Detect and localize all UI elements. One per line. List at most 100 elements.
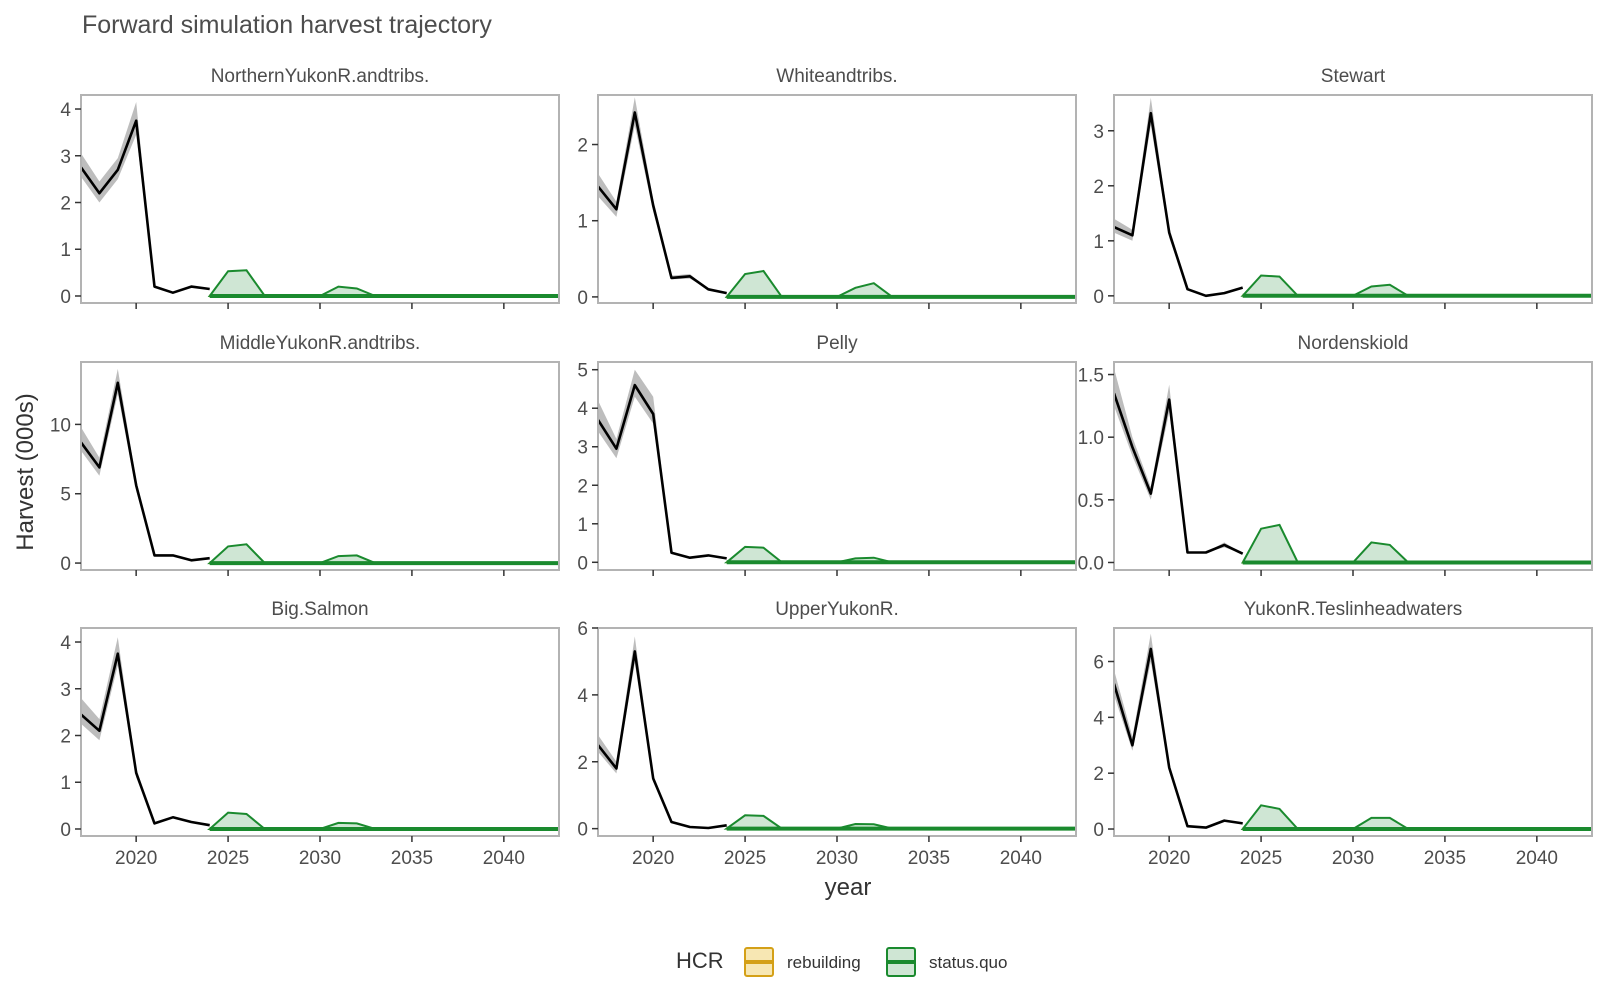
status-quo-ribbon xyxy=(1240,274,1592,297)
y-tick-label: 2 xyxy=(1093,764,1104,785)
panel-border xyxy=(1113,627,1593,837)
plot-area xyxy=(1114,633,1592,831)
y-tick-label: 1 xyxy=(60,773,71,794)
panel-border xyxy=(80,627,560,837)
y-tick-label: 0 xyxy=(60,554,71,575)
facet-title: Stewart xyxy=(1321,66,1386,87)
y-tick-label: 10 xyxy=(50,415,71,436)
facet-panels: NorthernYukonR.andtribs. 0 1 2 3 4 Whiteandtri… xyxy=(50,66,1593,869)
historic-ribbon xyxy=(598,369,727,559)
facet-pelly: Pelly 0 1 2 3 4 5 xyxy=(577,333,1077,576)
legend-title: HCR xyxy=(676,948,724,973)
plot-area xyxy=(598,636,1076,831)
y-tick-label: 2 xyxy=(60,194,71,215)
status-quo-ribbon xyxy=(1240,804,1592,830)
y-tick-label: 0.5 xyxy=(1078,491,1104,512)
plot-area xyxy=(81,637,559,831)
facet-stewart: Stewart 0 1 2 3 xyxy=(1093,66,1593,309)
y-axis-title: Harvest (000s) xyxy=(12,393,39,550)
y-tick-label: 2 xyxy=(577,136,588,157)
y-tick-label: 0 xyxy=(1093,820,1104,841)
historic-harvest-line xyxy=(598,383,727,560)
y-tick-label: 1 xyxy=(60,240,71,261)
legend-key-rebuilding xyxy=(744,947,774,977)
y-tick-label: 2 xyxy=(1093,177,1104,198)
x-tick-label: 2020 xyxy=(632,848,674,869)
y-tick-label: 2 xyxy=(577,753,588,774)
historic-ribbon xyxy=(598,97,727,294)
plot-area xyxy=(598,97,1076,299)
facet-northernyukonr-andtribs: NorthernYukonR.andtribs. 0 1 2 3 4 xyxy=(60,66,560,309)
panel-border xyxy=(80,361,560,571)
chart-title: Forward simulation harvest trajectory xyxy=(82,11,492,39)
x-tick-label: 2040 xyxy=(1516,848,1558,869)
y-tick-label: 5 xyxy=(60,485,71,506)
x-tick-label: 2040 xyxy=(483,848,525,869)
plot-area xyxy=(598,369,1076,565)
plot-area xyxy=(1114,97,1592,298)
y-tick-label: 4 xyxy=(60,633,71,654)
historic-harvest-line xyxy=(81,381,210,562)
facet-nordenskiold: Nordenskiold 0.0 0.5 1.0 1.5 xyxy=(1078,333,1593,576)
y-tick-label: 0 xyxy=(577,820,588,841)
y-tick-label: 5 xyxy=(577,361,588,382)
x-tick-label: 2030 xyxy=(1332,848,1374,869)
x-tick-label: 2040 xyxy=(1000,848,1042,869)
historic-harvest-line xyxy=(1114,392,1244,555)
status-quo-ribbon xyxy=(207,543,559,565)
facet-title: UpperYukonR. xyxy=(775,599,899,620)
y-tick-label: 0 xyxy=(60,820,71,841)
y-tick-label: 4 xyxy=(577,399,588,420)
status-quo-ribbon xyxy=(207,269,559,297)
legend-label-status-quo: status.quo xyxy=(929,953,1007,972)
facet-title: NorthernYukonR.andtribs. xyxy=(211,66,430,87)
y-tick-label: 0 xyxy=(60,287,71,308)
x-tick-label: 2025 xyxy=(724,848,766,869)
y-tick-label: 1.5 xyxy=(1078,366,1104,387)
y-tick-label: 4 xyxy=(1093,708,1104,729)
status-quo-ribbon xyxy=(724,269,1076,298)
facet-upperyukonr: UpperYukonR. 0 2 4 6 2020 2025 2030 2035 2040 xyxy=(577,599,1077,869)
status-quo-ribbon xyxy=(723,545,1076,564)
y-tick-label: 0.0 xyxy=(1078,553,1104,574)
y-tick-label: 2 xyxy=(60,727,71,748)
y-tick-label: 0 xyxy=(577,553,588,574)
y-tick-label: 1 xyxy=(577,212,588,233)
status-quo-ribbon xyxy=(207,811,559,830)
x-tick-label: 2035 xyxy=(908,848,950,869)
y-tick-label: 0 xyxy=(1093,287,1104,308)
y-tick-label: 3 xyxy=(577,438,588,459)
y-tick-label: 2 xyxy=(577,476,588,497)
y-tick-label: 1 xyxy=(577,515,588,536)
y-tick-label: 1.0 xyxy=(1078,428,1104,449)
x-axis-title: year xyxy=(825,874,872,901)
facet-title: Big.Salmon xyxy=(271,599,368,620)
x-tick-label: 2025 xyxy=(207,848,249,869)
legend: HCR rebuilding status.quo xyxy=(676,947,1007,977)
historic-harvest-line xyxy=(81,652,210,827)
x-tick-label: 2035 xyxy=(391,848,433,869)
historic-harvest-line xyxy=(1114,111,1244,298)
historic-ribbon xyxy=(1114,97,1243,296)
x-tick-label: 2030 xyxy=(816,848,858,869)
y-tick-label: 4 xyxy=(60,100,71,121)
historic-ribbon xyxy=(1114,368,1243,554)
plot-area xyxy=(81,102,559,298)
y-tick-label: 3 xyxy=(60,680,71,701)
y-tick-label: 6 xyxy=(1093,653,1104,674)
facet-big-salmon: Big.Salmon 0 1 2 3 4 2020 2025 2030 2035 2040 xyxy=(60,599,560,869)
historic-harvest-line xyxy=(598,650,727,830)
x-tick-label: 2025 xyxy=(1240,848,1282,869)
plot-area xyxy=(1114,368,1592,565)
facet-title: Pelly xyxy=(816,333,858,354)
panel-border xyxy=(1113,94,1593,304)
y-tick-label: 6 xyxy=(577,619,588,640)
facet-yukonr-teslinheadwaters: YukonR.Teslinheadwaters 0 2 4 6 2020 2025 2030 2… xyxy=(1093,599,1593,869)
panel-border xyxy=(597,627,1077,837)
x-tick-label: 2020 xyxy=(1148,848,1190,869)
historic-ribbon xyxy=(1114,633,1243,828)
facet-title: Nordenskiold xyxy=(1298,333,1409,354)
y-tick-label: 1 xyxy=(1093,232,1104,253)
legend-key-status-quo xyxy=(886,947,916,977)
